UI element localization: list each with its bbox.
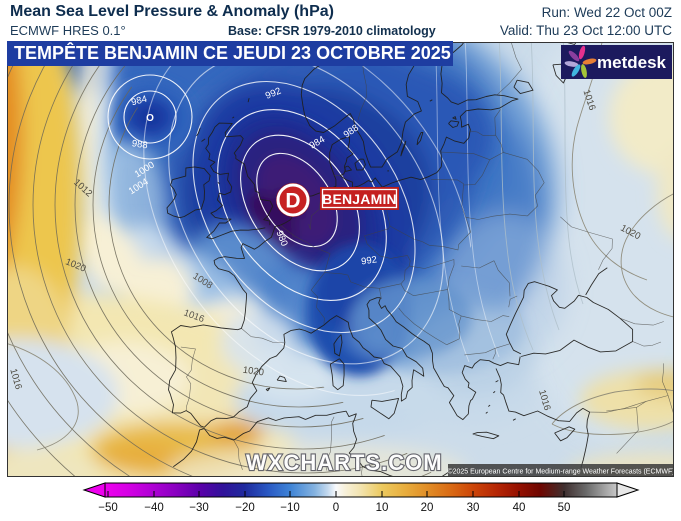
svg-text:−50: −50 [98, 502, 118, 514]
svg-text:20: 20 [421, 502, 434, 514]
svg-text:−40: −40 [144, 502, 164, 514]
svg-text:1020: 1020 [242, 365, 264, 379]
svg-text:metdesk: metdesk [597, 53, 667, 72]
svg-text:O: O [146, 113, 154, 124]
svg-text:−20: −20 [235, 502, 255, 514]
svg-text:984: 984 [130, 94, 148, 109]
svg-text:988: 988 [131, 138, 148, 151]
svg-text:BENJAMIN: BENJAMIN [322, 191, 397, 207]
svg-text:992: 992 [360, 254, 377, 267]
svg-text:D: D [285, 190, 300, 213]
svg-text:10: 10 [376, 502, 389, 514]
svg-text:−10: −10 [280, 502, 300, 514]
svg-text:40: 40 [513, 502, 526, 514]
svg-text:−30: −30 [189, 502, 209, 514]
svg-text:0: 0 [333, 502, 339, 514]
svg-text:50: 50 [558, 502, 571, 514]
svg-text:30: 30 [467, 502, 480, 514]
svg-text:©2025 European Centre for Medi: ©2025 European Centre for Medium-range W… [447, 468, 674, 476]
svg-text:WXCHARTS.COM: WXCHARTS.COM [246, 450, 443, 475]
